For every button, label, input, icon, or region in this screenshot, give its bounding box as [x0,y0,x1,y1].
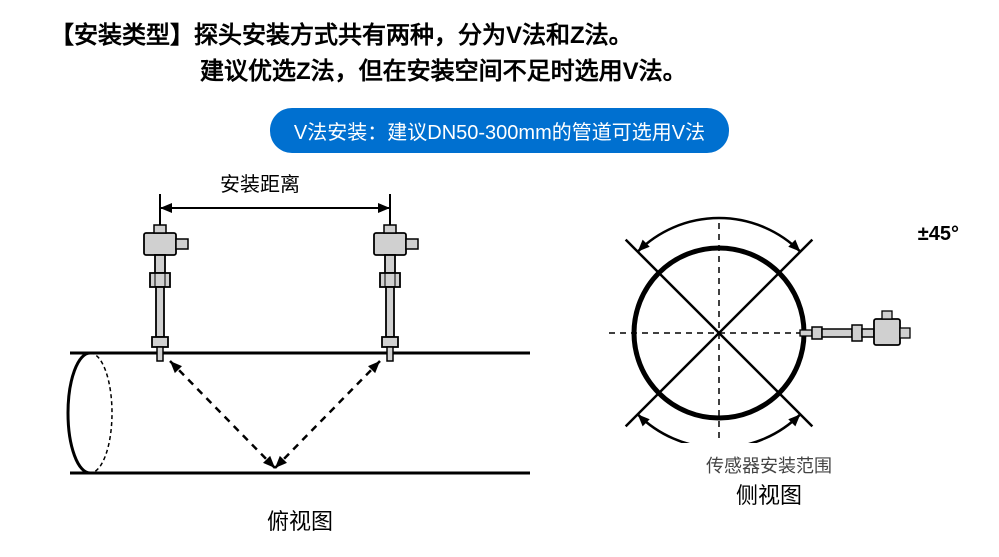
bracket-label: 【安装类型】 [50,22,194,49]
sensors [144,225,418,361]
distance-label: 安装距离 [20,168,500,197]
dimension-line [160,194,390,237]
signal-path [170,361,380,468]
sensor-range-label: 传感器安装范围 [579,452,959,478]
pill-container: V法安装：建议DN50-300mm的管道可选用V法 [0,90,999,153]
side-view-caption: 侧视图 [579,478,959,510]
top-view-diagram: 安装距离 俯视图 [60,163,540,523]
side-view-diagram: ±45° 传感器安装范围 侧视图 [579,193,959,523]
title-rest: 探头安装方式共有两种，分为V法和Z法。 [194,22,633,49]
diagrams-area: 安装距离 俯视图 ±45° 传感器安装范围 侧视图 [0,153,999,533]
angle-label: ±45° [918,223,959,246]
top-view-caption: 俯视图 [60,504,540,536]
pipe [68,353,530,473]
method-pill: V法安装：建议DN50-300mm的管道可选用V法 [270,108,729,153]
top-view-svg [60,163,540,493]
header: 【安装类型】探头安装方式共有两种，分为V法和Z法。 建议优选Z法，但在安装空间不… [0,0,999,90]
title-line-2: 建议优选Z法，但在安装空间不足时选用V法。 [200,54,949,90]
side-view-svg [579,193,959,443]
title-line-1: 【安装类型】探头安装方式共有两种，分为V法和Z法。 [50,18,949,54]
